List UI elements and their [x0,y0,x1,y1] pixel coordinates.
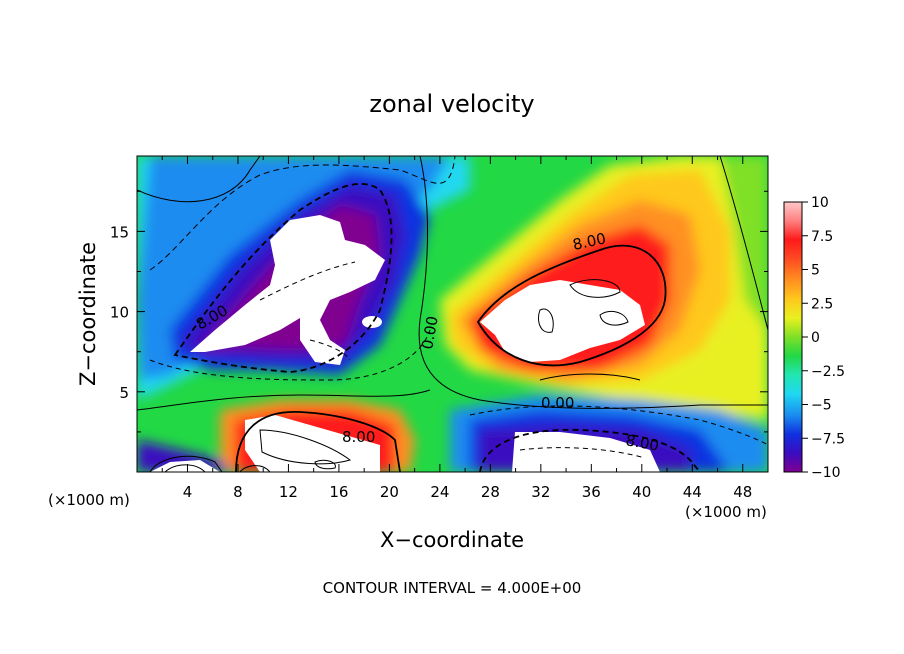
x-axis-title: X−coordinate [380,528,524,552]
negative-core-lower-right [512,432,660,472]
x-tick-label: 24 [430,483,449,501]
y-tick-label: 5 [119,384,129,402]
x-tick-label: 20 [380,483,399,501]
x-tick-label: 32 [531,483,550,501]
colorbar-tick-label: 0 [811,330,820,346]
colorbar-tick-label: −10 [811,465,841,481]
x-tick-label: 36 [582,483,601,501]
colorbar-tick-label: 5 [811,263,820,279]
colorbar [783,201,803,473]
x-tick-label: 8 [233,483,243,501]
x-tick-label: 44 [683,483,702,501]
x-tick-label: 28 [481,483,500,501]
colorbar-ticks: 10 7.5 5 2.5 0 −2.5 −5 −7.5 −10 [802,195,845,481]
colorbar-tick-label: 10 [811,195,829,211]
colorbar-tick-label: −7.5 [811,431,845,447]
x-axis: 4 8 12 16 20 24 28 32 36 40 44 48 [161,156,752,501]
colorbar-tick-label: 7.5 [811,229,833,245]
contour-label: 0.00 [418,315,442,351]
positive-core-upper-right [480,280,645,362]
velocity-field: 8.00 0.00 8.00 0.00 8.00 8.00 [137,156,768,472]
negative-core-upper-left [190,215,385,365]
y-tick-label: 10 [110,304,129,322]
x-tick-label: 48 [733,483,752,501]
plot-frame [136,155,769,473]
contour-label: 8.00 [342,428,375,446]
x-tick-label: 12 [279,483,298,501]
contour-label: 8.00 [624,431,660,455]
x-unit-left: (×1000 m) [48,491,130,509]
y-axis-title: Z−coordinate [76,242,100,386]
colorbar-tick-label: 2.5 [811,296,833,312]
y-axis: 5 10 15 [110,190,768,433]
chart-title: zonal velocity [369,90,534,118]
colorbar-tick-label: −2.5 [811,364,845,380]
x-unit-right: (×1000 m) [685,503,767,521]
contour-label: 0.00 [541,394,574,412]
y-tick-label: 15 [110,223,129,241]
colorbar-tick-label: −5 [811,398,832,414]
x-tick-label: 4 [183,483,193,501]
x-tick-label: 40 [632,483,651,501]
x-tick-label: 16 [329,483,348,501]
contour-interval-note: CONTOUR INTERVAL = 4.000E+00 [323,579,582,597]
positive-core-bottom-left [150,460,220,472]
